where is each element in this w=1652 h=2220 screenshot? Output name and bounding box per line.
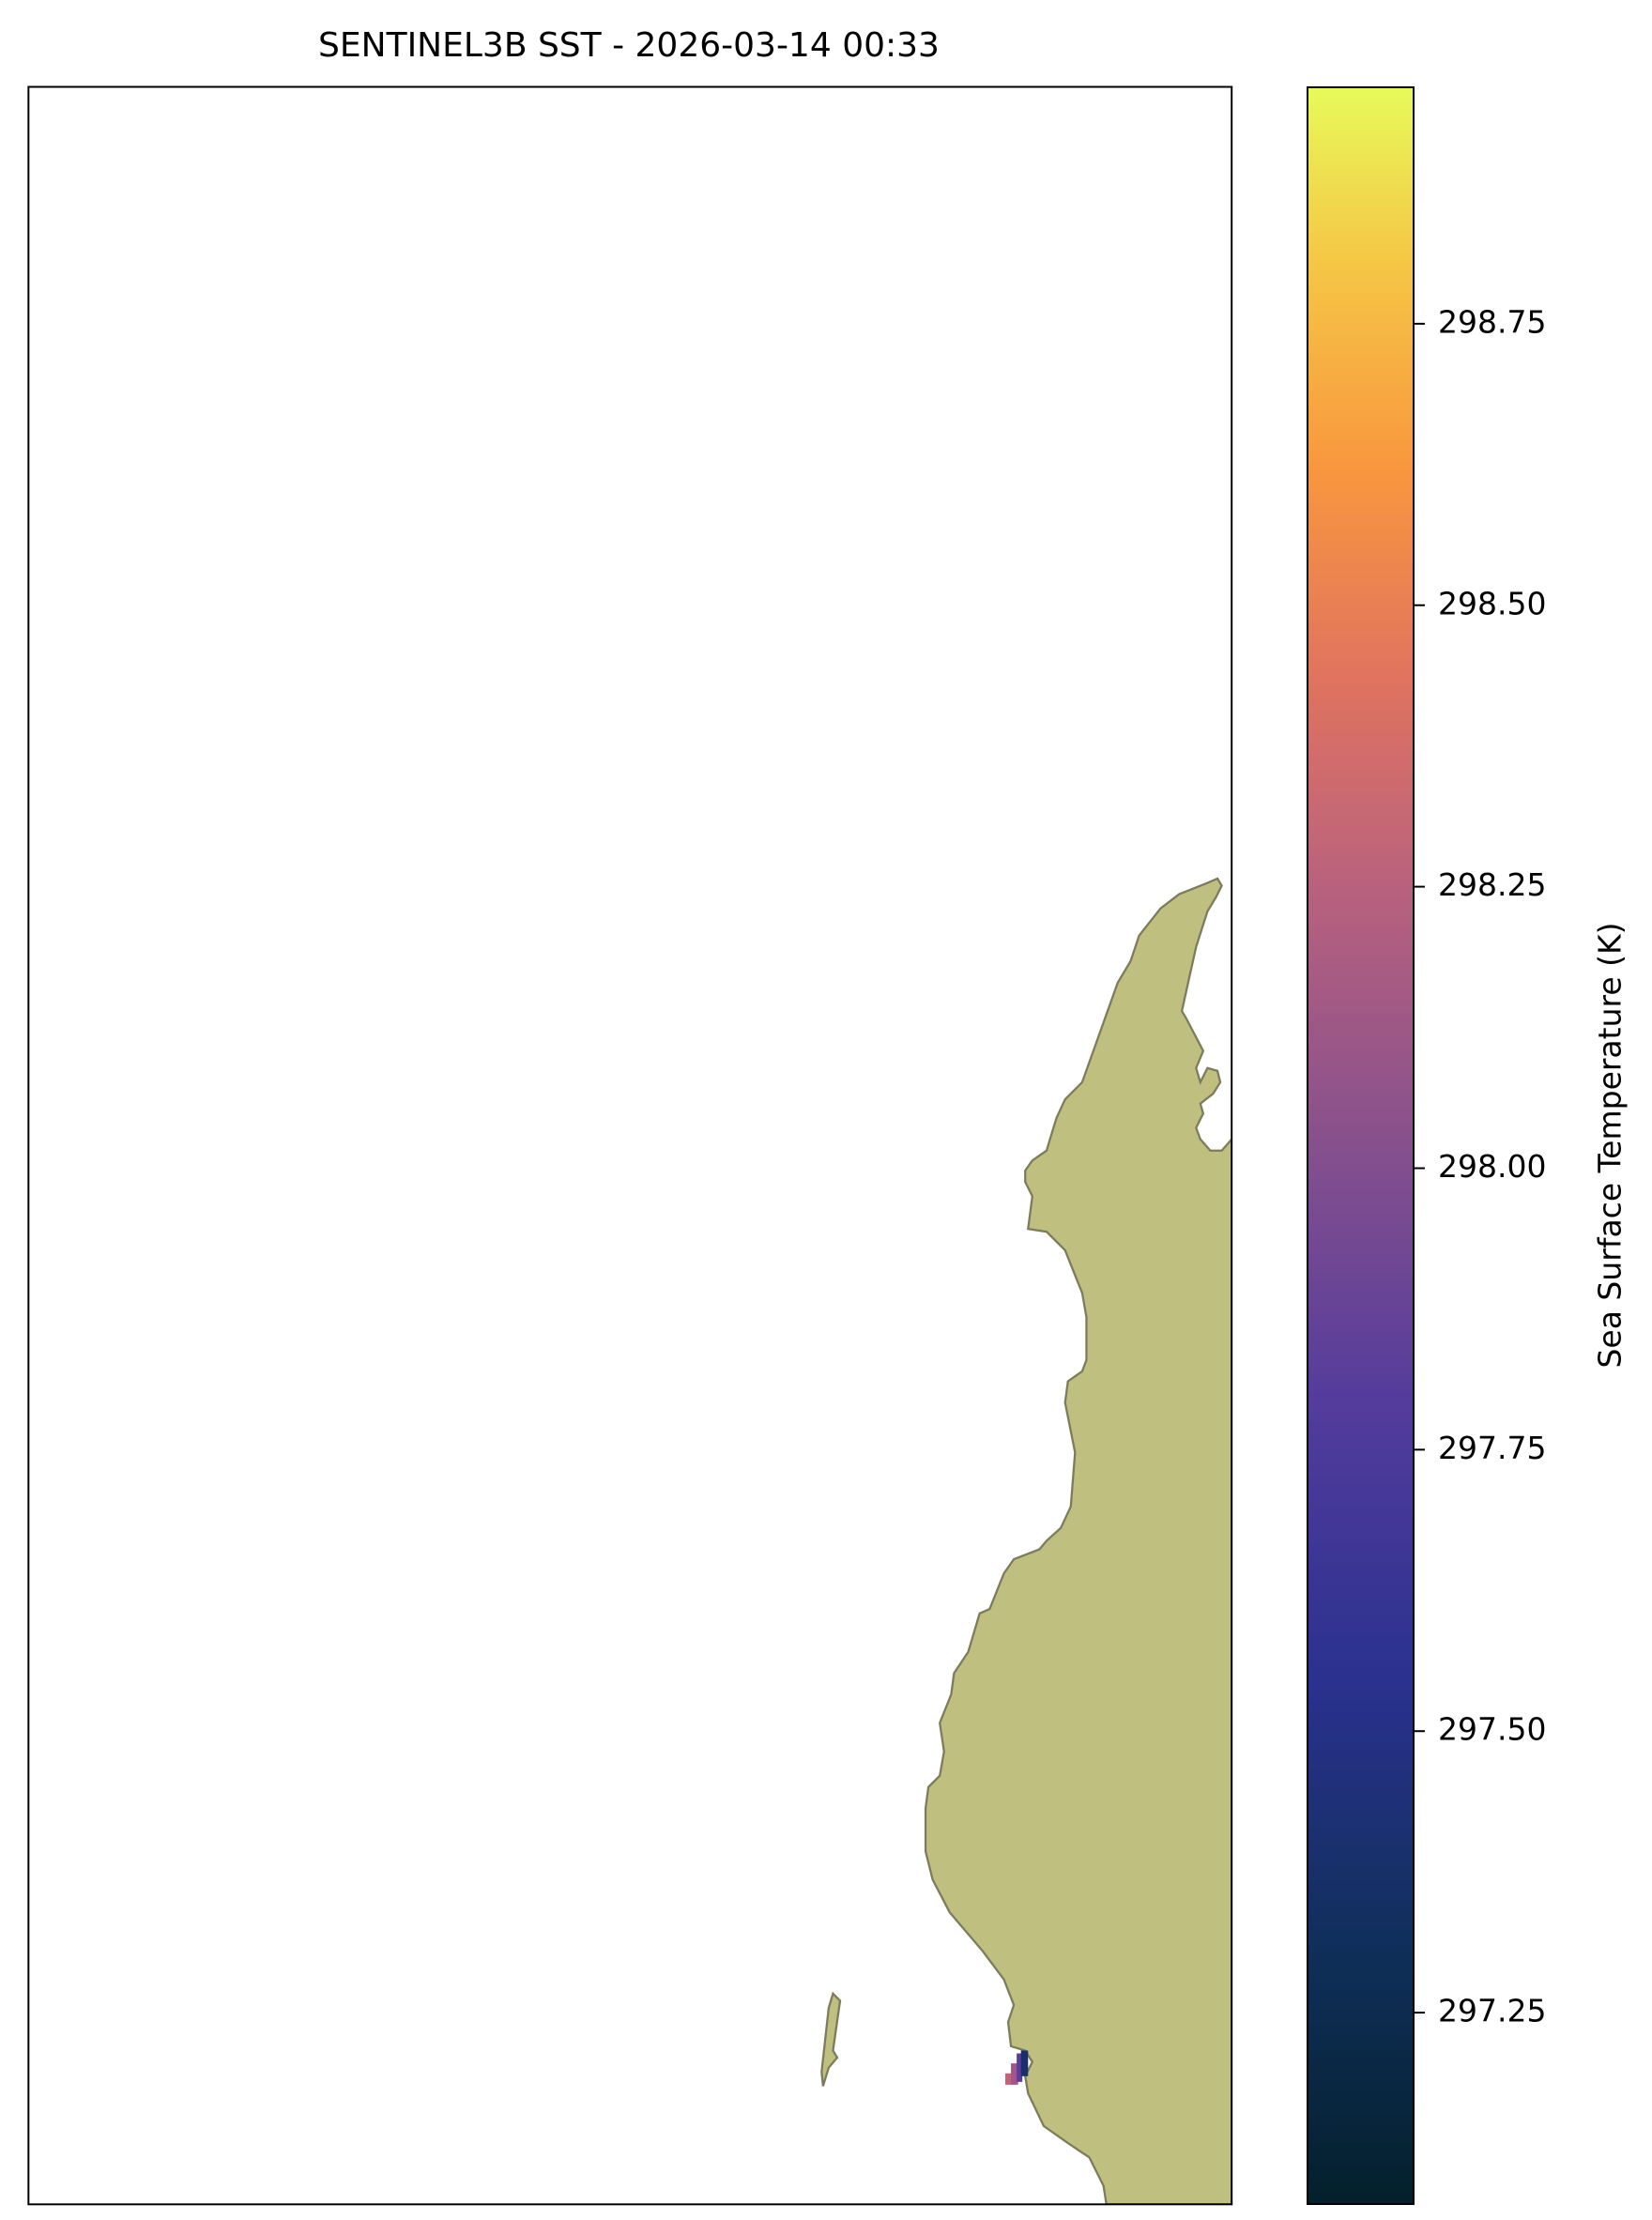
colorbar-tick-label: 298.50 bbox=[1438, 585, 1546, 621]
sst-pixel bbox=[1020, 2050, 1029, 2076]
sst-pixel bbox=[1005, 2073, 1013, 2085]
sst-pixels bbox=[1005, 2050, 1029, 2085]
colorbar-tick-label: 297.25 bbox=[1438, 1993, 1546, 2029]
chart-title: SENTINEL3B SST - 2026-03-14 00:33 bbox=[318, 26, 940, 65]
colorbar bbox=[1307, 86, 1415, 2205]
map-frame bbox=[27, 85, 1233, 2206]
colorbar-tick-label: 298.00 bbox=[1438, 1148, 1546, 1185]
colorbar-label: Sea Surface Temperature (K) bbox=[1592, 922, 1629, 1368]
colorbar-tick-label: 297.50 bbox=[1438, 1711, 1546, 1748]
colorbar-tick-label: 297.75 bbox=[1438, 1430, 1546, 1466]
sst-pixel bbox=[1011, 2063, 1018, 2085]
land bbox=[924, 877, 1232, 2205]
map bbox=[27, 85, 1233, 2206]
island bbox=[820, 1991, 842, 2087]
colorbar-tick-label: 298.25 bbox=[1438, 866, 1546, 903]
sst-pixel bbox=[1017, 2053, 1023, 2082]
colorbar-tick-label: 298.75 bbox=[1438, 303, 1546, 340]
